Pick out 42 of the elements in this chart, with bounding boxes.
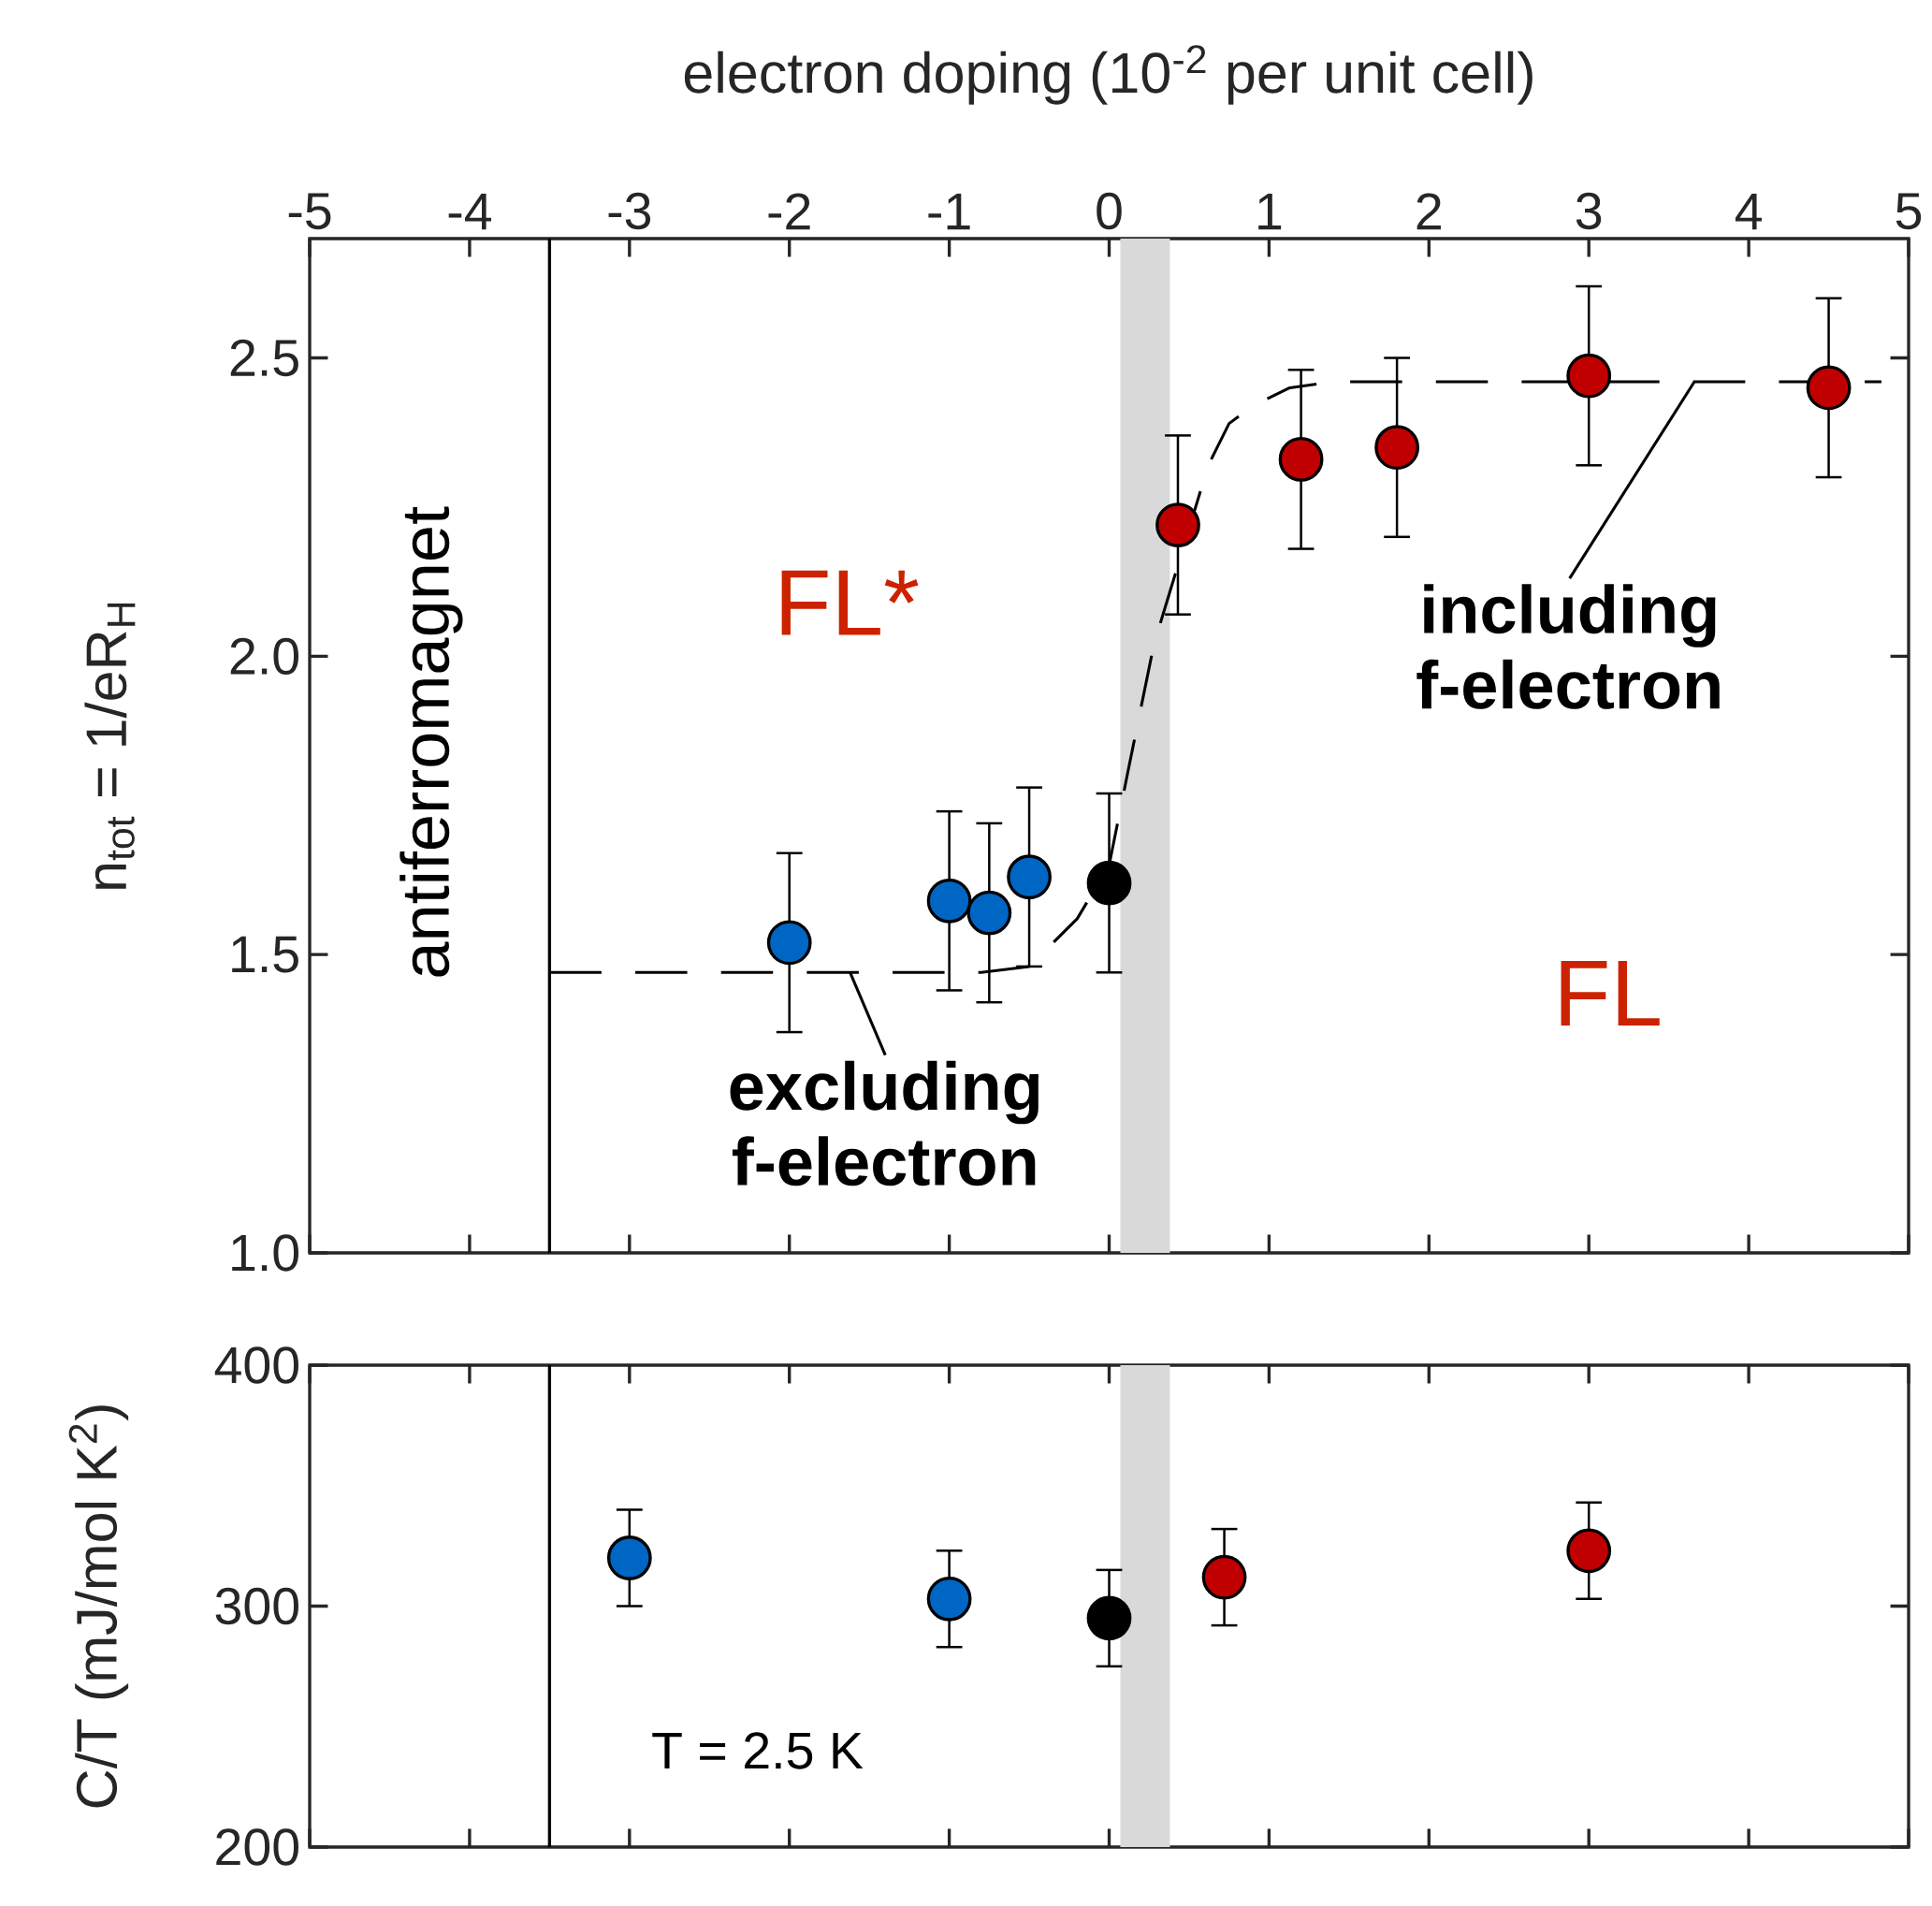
annotation: antiferromagnet bbox=[399, 506, 463, 977]
point bbox=[766, 920, 812, 966]
x-tick-label: -2 bbox=[768, 193, 810, 230]
x-tick-label: 3 bbox=[1576, 192, 1602, 230]
point bbox=[1086, 1595, 1132, 1641]
point bbox=[1201, 1554, 1247, 1600]
point bbox=[1278, 437, 1324, 482]
x-tick-label: -3 bbox=[608, 192, 651, 230]
y-tick-label: 1.5 bbox=[232, 936, 298, 973]
annotation: FL* bbox=[781, 570, 919, 635]
x-tick-label: 4 bbox=[1735, 193, 1762, 230]
annotation: FL bbox=[1561, 961, 1660, 1026]
x-tick-label: 0 bbox=[1097, 192, 1122, 230]
annotation: excluding f-electron bbox=[730, 1060, 1039, 1186]
point bbox=[1566, 353, 1612, 399]
y-axis-title: C/T (mJ/mol K$^{2}$) bbox=[68, 1405, 129, 1808]
y-tick-label: 1.0 bbox=[232, 1234, 299, 1272]
x-tick-label: 1 bbox=[1258, 193, 1282, 230]
point bbox=[966, 890, 1012, 936]
x-tick-label: 2 bbox=[1416, 193, 1441, 230]
annotation: T = 2.5 K bbox=[652, 1732, 864, 1769]
x-tick-label: -4 bbox=[448, 193, 491, 230]
point bbox=[1155, 502, 1200, 547]
x-tick-label: -1 bbox=[928, 193, 970, 230]
x-tick-label: 5 bbox=[1896, 193, 1922, 230]
point bbox=[1007, 854, 1052, 900]
y-tick-label: 200 bbox=[216, 1828, 298, 1866]
point bbox=[1566, 1528, 1612, 1574]
y-tick-label: 400 bbox=[214, 1346, 298, 1384]
point bbox=[926, 1576, 972, 1622]
x-tick-label: -5 bbox=[288, 193, 331, 230]
y-tick-label: 300 bbox=[215, 1587, 298, 1625]
point bbox=[606, 1535, 652, 1580]
point bbox=[926, 878, 972, 924]
x-axis-title: electron doping (10$^{-2}$ per unit cell) bbox=[684, 45, 1533, 105]
y-axis-title: n$_{tot}$ = 1/eR$_{H}$ bbox=[84, 603, 136, 889]
point bbox=[1086, 860, 1132, 906]
point bbox=[1806, 365, 1852, 411]
y-tick-label: 2.0 bbox=[230, 637, 299, 675]
y-tick-label: 2.5 bbox=[230, 339, 298, 377]
point bbox=[1374, 425, 1420, 471]
annotation: including f-electron bbox=[1416, 584, 1720, 709]
